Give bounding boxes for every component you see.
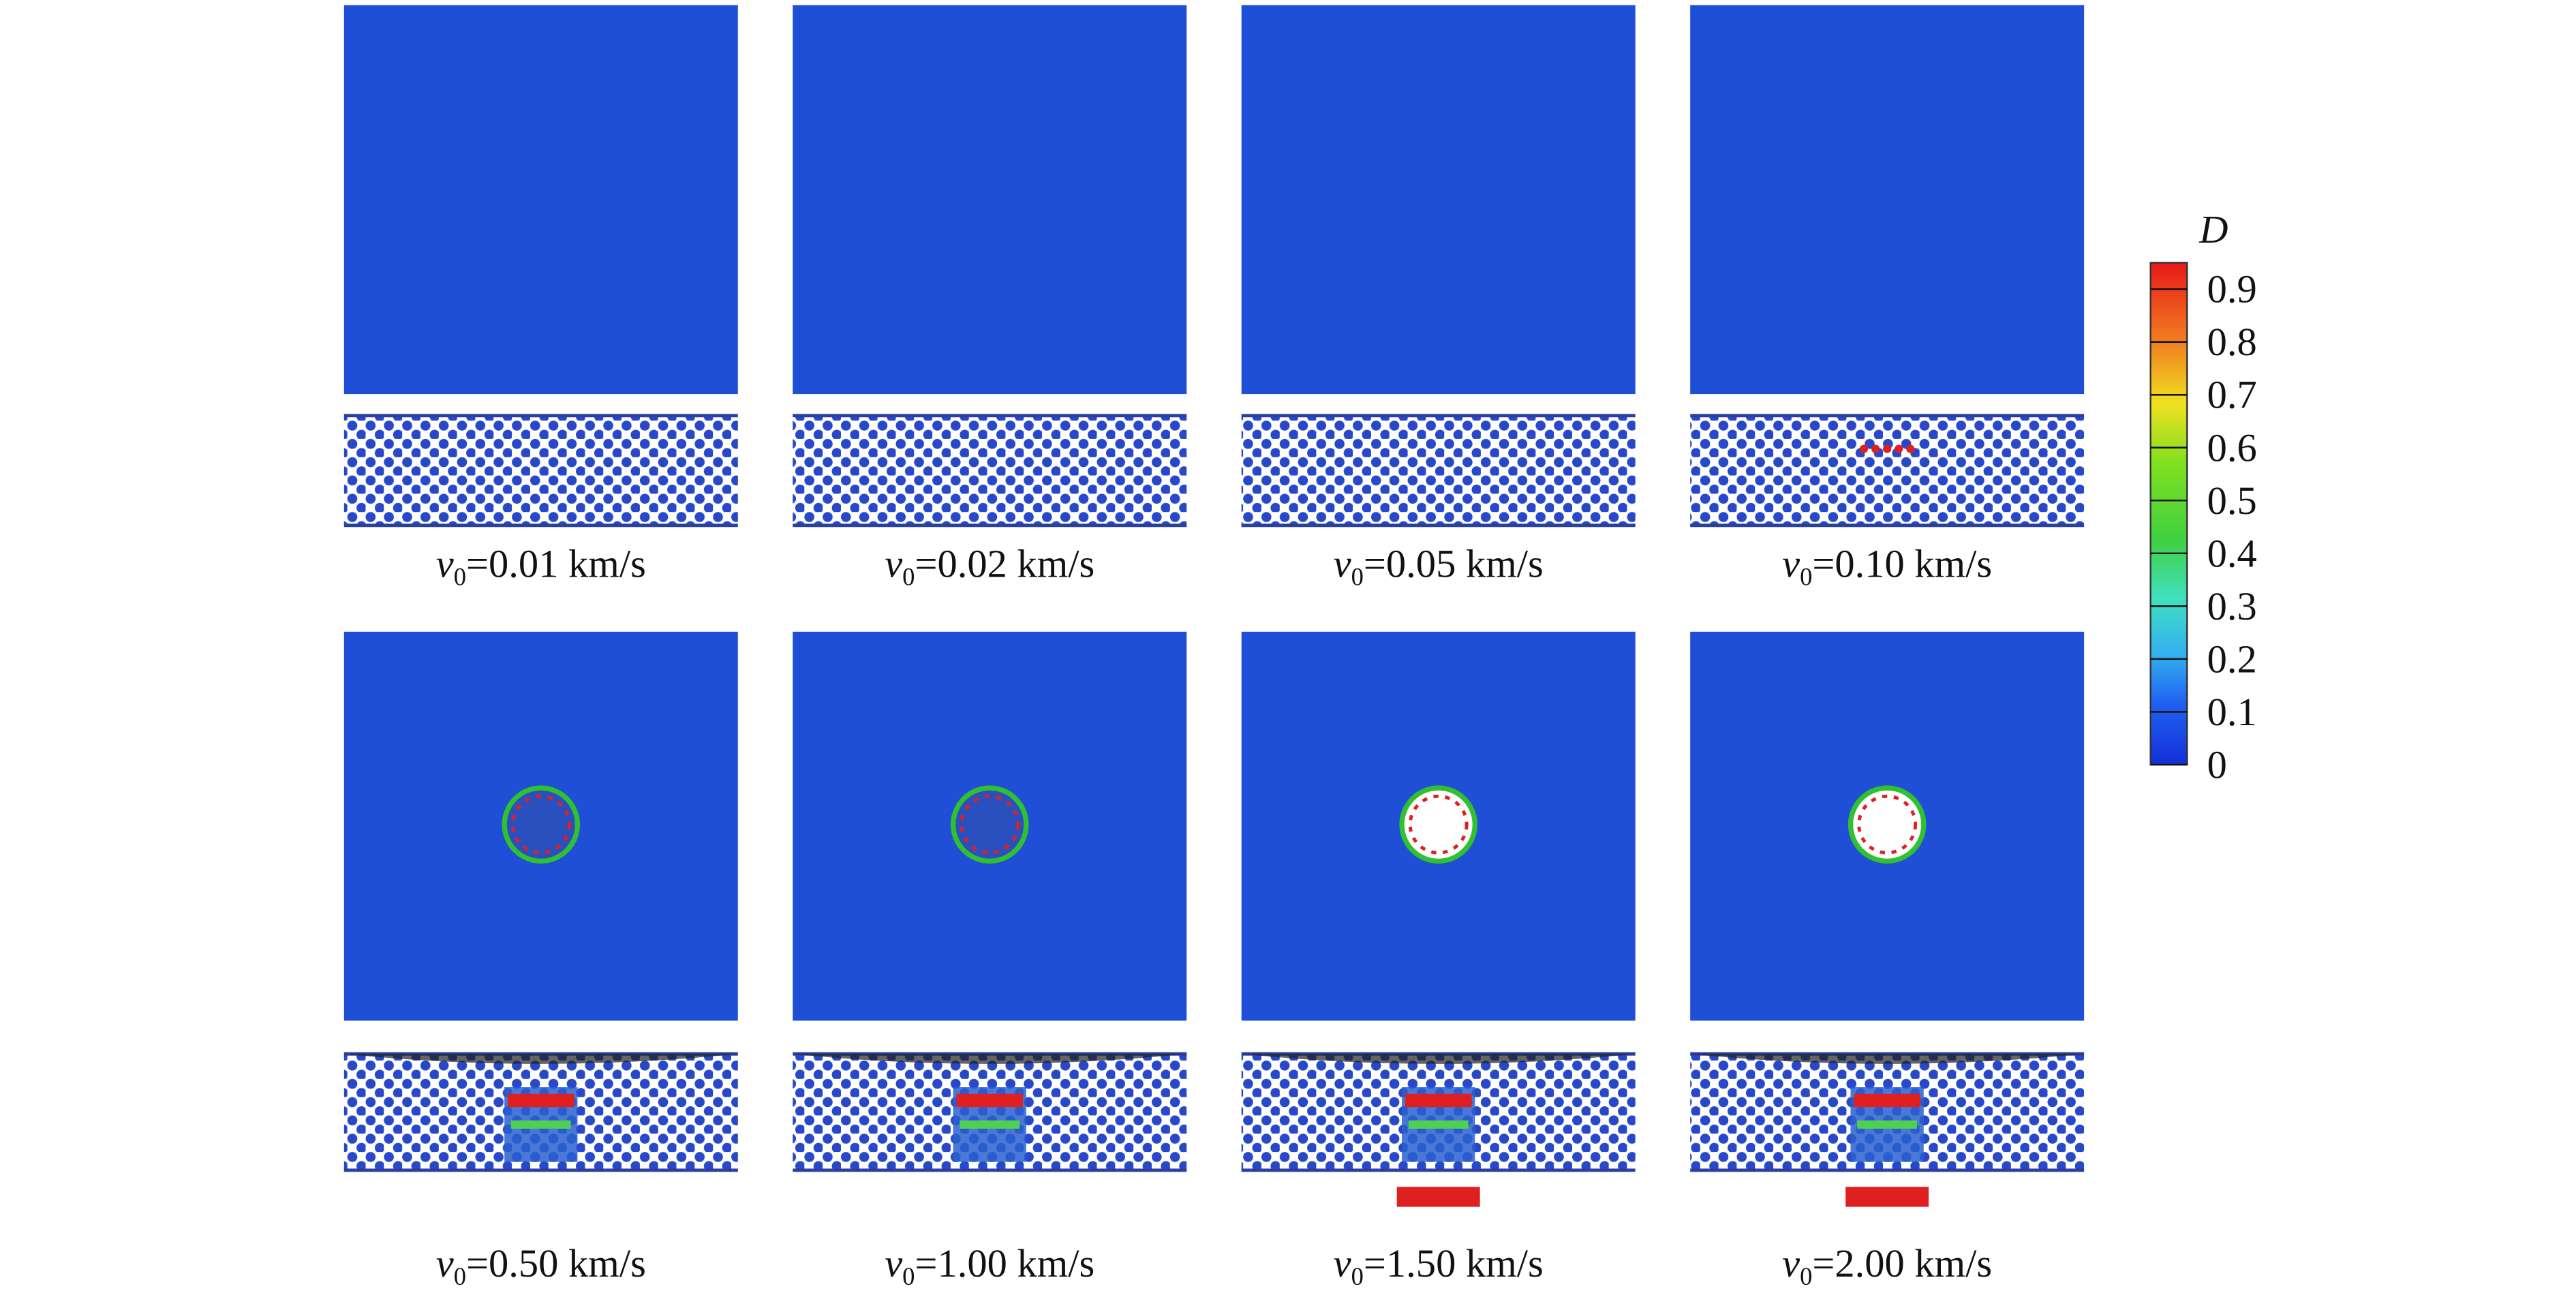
label-symbol: v	[1782, 541, 1800, 585]
spall-debris	[1396, 1187, 1480, 1207]
label-text: =2.00 km/s	[1812, 1241, 1992, 1285]
colorbar-tick-label: 0.1	[2207, 690, 2257, 734]
label-symbol: v	[1334, 1241, 1351, 1285]
damage-band	[956, 1093, 1024, 1108]
panel-label: v0=0.10 km/s	[1782, 541, 1992, 590]
label-subscript: 0	[1800, 1262, 1812, 1290]
damage-band	[508, 1093, 574, 1108]
panel-label: v0=2.00 km/s	[1782, 1241, 1992, 1290]
colorbar-tick-label: 0.9	[2207, 267, 2257, 311]
label-subscript: 0	[454, 563, 466, 591]
damage-spot	[1906, 444, 1915, 453]
panel-label: v0=0.02 km/s	[885, 541, 1094, 590]
damage-band	[1854, 1093, 1920, 1108]
damage-spot	[1895, 444, 1903, 453]
impact-ring	[960, 794, 1020, 855]
label-text: =1.00 km/s	[915, 1241, 1094, 1285]
label-subscript: 0	[1351, 563, 1364, 591]
impact-hole	[1847, 785, 1927, 864]
impact-hole	[1399, 785, 1478, 864]
damage-spot	[1859, 444, 1869, 453]
panel-label: v0=1.00 km/s	[885, 1241, 1094, 1290]
panel-grid: v0=0.01 km/s v0=0.02 km/s v0=0.05 km/s v0=0…	[343, 5, 2085, 1290]
colorbar-tick-label: 0.4	[2207, 531, 2257, 575]
colorbar: D 0 0.1 0.2 0.3 0.4 0.5 0.6 0.7 0.8 0.9	[2149, 207, 2257, 787]
impact-ring	[510, 794, 571, 855]
label-symbol: v	[1334, 541, 1351, 585]
colorbar-tick-label: 0.5	[2207, 478, 2257, 523]
spall-debris	[1845, 1187, 1929, 1207]
impact-hole	[950, 785, 1029, 864]
impact-hole	[502, 785, 581, 864]
panel-label: v0=0.05 km/s	[1334, 541, 1544, 590]
label-symbol: v	[436, 541, 454, 585]
target-face	[1690, 5, 2085, 395]
label-text: =0.05 km/s	[1364, 541, 1544, 585]
damage-band	[1857, 1120, 1918, 1129]
colorbar-tick-label: 0.2	[2207, 637, 2257, 681]
label-symbol: v	[1782, 1241, 1800, 1285]
impact-ring	[1408, 794, 1469, 855]
damage-band	[510, 1120, 571, 1129]
colorbar-tick-label: 0.6	[2207, 425, 2257, 470]
dent	[793, 1054, 1187, 1064]
colorbar-tick-label: 0	[2207, 742, 2227, 787]
label-text: =1.50 km/s	[1364, 1241, 1544, 1285]
damage-spot	[1871, 444, 1880, 453]
dent	[343, 1054, 738, 1064]
label-subscript: 0	[1351, 1262, 1364, 1290]
panel-label: v0=1.50 km/s	[1334, 1241, 1544, 1290]
damage-band	[1405, 1093, 1472, 1108]
label-subscript: 0	[902, 563, 915, 591]
colorbar-title: D	[2198, 207, 2228, 252]
lattice-strip	[1690, 415, 2085, 525]
lattice-strip	[343, 415, 738, 525]
label-symbol: v	[436, 1241, 454, 1285]
label-symbol: v	[885, 541, 902, 585]
target-face	[793, 5, 1187, 395]
label-text: =0.01 km/s	[466, 541, 646, 585]
dent	[1241, 1054, 1636, 1064]
lattice-strip	[793, 415, 1187, 525]
damage-band	[960, 1120, 1020, 1129]
colorbar-tick-label: 0.3	[2207, 584, 2257, 628]
colorbar-tick-label: 0.7	[2207, 373, 2257, 417]
target-face	[343, 5, 738, 395]
label-symbol: v	[885, 1241, 902, 1285]
panel-label: v0=0.50 km/s	[436, 1241, 646, 1290]
dent	[1690, 1054, 2085, 1064]
label-text: =0.10 km/s	[1812, 541, 1992, 585]
label-text: =0.02 km/s	[915, 541, 1094, 585]
lattice-strip	[1241, 415, 1636, 525]
colorbar-scale	[2149, 262, 2188, 766]
label-subscript: 0	[902, 1262, 915, 1290]
impact-ring	[1857, 794, 1918, 855]
label-subscript: 0	[1800, 563, 1812, 591]
damage-band	[1408, 1120, 1469, 1129]
colorbar-tick-label: 0.8	[2207, 320, 2257, 364]
panel-label: v0=0.01 km/s	[436, 541, 646, 590]
label-subscript: 0	[454, 1262, 466, 1290]
label-text: =0.50 km/s	[466, 1241, 646, 1285]
damage-spot	[1883, 444, 1892, 453]
target-face	[1241, 5, 1636, 395]
